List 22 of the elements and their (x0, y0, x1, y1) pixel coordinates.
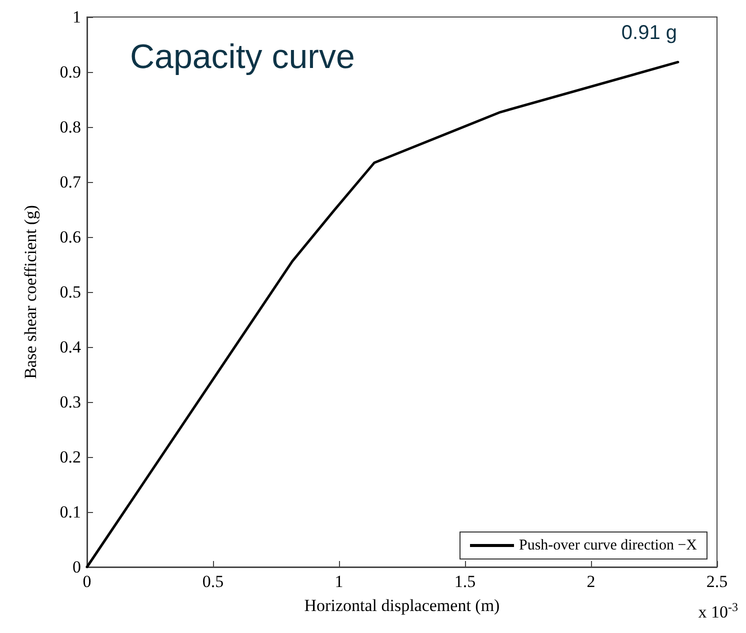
y-tick-label: 0 (72, 558, 81, 576)
x-tick-label: 2 (586, 572, 596, 591)
x-tick-label: 0.5 (202, 572, 224, 591)
text: Capacity curve (130, 38, 355, 76)
legend-label: Push-over curve direction −X (519, 538, 698, 554)
y-tick-label: 0.6 (60, 228, 81, 246)
y-tick-label: 0.1 (60, 502, 81, 522)
x-tick-label: 1 (334, 572, 344, 591)
y-tick-label: 0.7 (60, 172, 82, 192)
y-tick-label: 0.8 (60, 118, 81, 136)
y-tick-label: 0.4 (60, 338, 82, 356)
y-tick-label: 0.5 (60, 282, 81, 302)
y-tick-label: 0.9 (60, 62, 81, 82)
x-tick-label: 2.5 (706, 572, 728, 591)
y-tick-label: 0.2 (60, 448, 81, 466)
text: x 10$^{-3}$ (698, 599, 738, 623)
x-axis-title: Horizontal displacement (m) (304, 596, 500, 615)
x-tick-label: 1.5 (454, 572, 476, 591)
y-tick-label: 0.3 (60, 392, 81, 412)
annotation: 0.91 g (621, 22, 677, 44)
y-axis-title: Base shear coefficient (g) (21, 205, 40, 379)
y-tick-label: 1 (72, 8, 81, 26)
